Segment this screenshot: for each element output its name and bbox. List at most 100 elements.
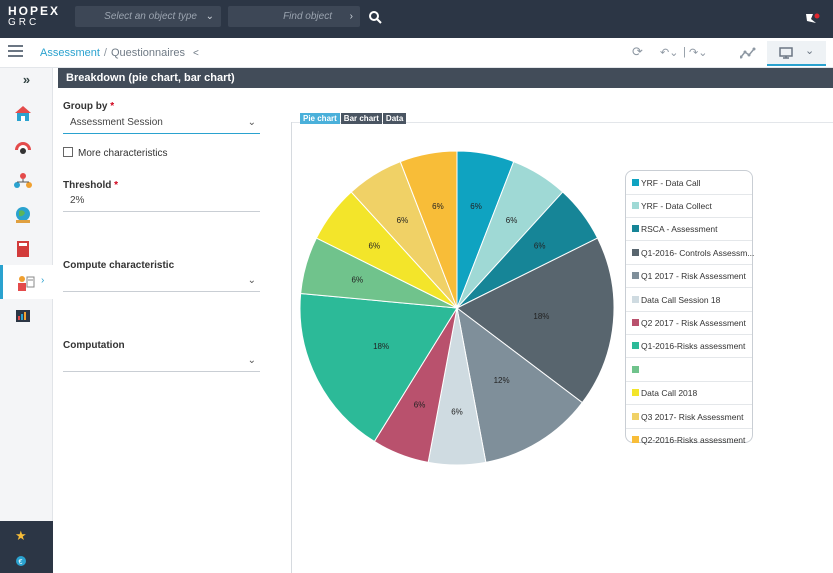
hamburger-menu-icon[interactable]: [8, 45, 23, 59]
computation-select[interactable]: ⌄: [63, 352, 260, 372]
compute-characteristic-select[interactable]: ⌄: [63, 272, 260, 292]
legend-label: RSCA - Assessment: [641, 224, 718, 235]
chart-tabs: Pie chart Bar chart Data: [300, 112, 407, 124]
navigation-rail: » ›: [0, 68, 53, 573]
navigation-bar: Assessment / Questionnaires < ⟳ ↶⌄ | ↷⌄ ⌄: [0, 38, 833, 68]
pie-slice-label: 12%: [494, 376, 510, 385]
legend-label: Data Call Session 18: [641, 294, 721, 305]
toolbar-divider: |: [683, 46, 686, 58]
tab-bar-chart[interactable]: Bar chart: [340, 113, 382, 124]
pie-slice[interactable]: [399, 150, 458, 309]
legend-swatch: [632, 435, 639, 443]
chevron-down-icon: ⌄: [247, 117, 256, 128]
pie-slice-label: 6%: [451, 408, 463, 417]
chevron-down-icon: ⌄: [247, 275, 256, 286]
more-characteristics-checkbox[interactable]: More characteristics: [63, 147, 167, 159]
pie-slice-label: 6%: [414, 401, 426, 410]
legend-swatch: [632, 342, 639, 350]
legend-item[interactable]: Q1-2016- Controls Assessm...: [626, 242, 755, 265]
legend-item[interactable]: Q2 2017 - Risk Assessment: [626, 312, 752, 335]
svg-text:€: €: [19, 559, 23, 566]
legend-item[interactable]: Data Call Session 18: [626, 289, 752, 312]
legend-label: Q1 2017 - Risk Assessment: [641, 271, 746, 282]
redo-icon[interactable]: ↷⌄: [689, 47, 708, 59]
pie-chart: 6% 6% 6% 18% 12% 6% 6% 18% 6% 6% 6% 6%: [299, 150, 615, 466]
legend-item[interactable]: [626, 359, 752, 382]
legend-item[interactable]: YRF - Data Call: [626, 172, 752, 195]
search-icon[interactable]: [368, 10, 382, 24]
display-mode-button[interactable]: ⌄: [767, 41, 826, 66]
legend-item[interactable]: Q1-2016-Risks assessment: [626, 335, 752, 359]
rail-item-organization[interactable]: [0, 163, 53, 197]
breadcrumb-assessment[interactable]: Assessment: [40, 47, 100, 59]
legend-swatch: [632, 295, 639, 303]
legend-swatch: [632, 318, 639, 326]
object-type-select[interactable]: Select an object type ⌄: [75, 6, 221, 27]
graph-icon[interactable]: [740, 47, 756, 59]
share-icon[interactable]: <: [192, 48, 199, 59]
pie-slice[interactable]: [456, 306, 583, 463]
tab-data[interactable]: Data: [382, 113, 407, 124]
tab-underline: [292, 122, 833, 123]
threshold-input[interactable]: 2%: [63, 192, 260, 212]
report-icon: [16, 310, 30, 322]
legend-swatch: [632, 248, 639, 256]
rail-item-risk[interactable]: [0, 129, 53, 163]
group-by-value: Assessment Session: [70, 117, 163, 128]
legend-item[interactable]: Q1 2017 - Risk Assessment: [626, 265, 752, 289]
chevron-down-icon: ⌄: [247, 355, 256, 366]
find-object-placeholder: Find object: [283, 11, 332, 22]
legend-item[interactable]: RSCA - Assessment: [626, 218, 752, 242]
pie-slice-label: 6%: [369, 242, 381, 251]
rail-item-assessment[interactable]: ›: [0, 265, 53, 299]
pie-slice-label: 18%: [533, 312, 549, 321]
legend-swatch: [632, 201, 639, 209]
legend-label: Q3 2017- Risk Assessment: [641, 411, 744, 422]
legend-label: Q1-2016- Controls Assessm...: [641, 247, 755, 258]
legend-item[interactable]: YRF - Data Collect: [626, 195, 752, 218]
legend-label: Data Call 2018: [641, 388, 698, 399]
euro-coin-icon[interactable]: €: [15, 555, 27, 567]
pie-slice[interactable]: [456, 237, 615, 404]
legend-swatch: [632, 272, 639, 280]
hopex-logo[interactable]: HOPEX GRC: [8, 4, 61, 28]
legend-label: Q2-2016-Risks assessment: [641, 434, 746, 445]
favorites-star-icon[interactable]: ★: [15, 528, 27, 543]
breadcrumb: Assessment / Questionnaires <: [40, 47, 199, 59]
find-object-input[interactable]: Find object ›: [228, 6, 360, 27]
group-by-select[interactable]: Assessment Session ⌄: [63, 114, 260, 134]
pie-slice-label: 6%: [352, 276, 364, 285]
legend-label: Q2 2017 - Risk Assessment: [641, 317, 746, 328]
rail-item-library[interactable]: [0, 231, 53, 265]
more-characteristics-label: More characteristics: [78, 148, 168, 159]
pie-slice-label: 18%: [373, 342, 389, 351]
panel-title: Breakdown (pie chart, bar chart): [58, 68, 833, 88]
threshold-label: Threshold *: [63, 180, 119, 191]
legend-swatch: [632, 389, 639, 397]
chevron-right-icon: ›: [41, 275, 45, 286]
legend-swatch: [632, 225, 639, 233]
chevron-down-icon: ⌄: [205, 11, 214, 22]
home-icon: [15, 106, 31, 121]
legend-swatch: [632, 178, 639, 186]
legend-item[interactable]: Data Call 2018: [626, 382, 752, 406]
rail-item-reports[interactable]: [0, 299, 53, 333]
expand-rail-icon[interactable]: »: [22, 72, 31, 87]
rail-item-globe[interactable]: [0, 197, 53, 231]
rail-footer: ★ €: [0, 521, 53, 573]
rail-item-home[interactable]: [0, 95, 53, 129]
org-chart-icon: [14, 173, 32, 188]
threshold-value: 2%: [70, 195, 85, 206]
pie-slice-label: 6%: [506, 216, 518, 225]
computation-label: Computation: [63, 340, 125, 351]
legend-item[interactable]: Q2-2016-Risks assessment: [626, 429, 752, 452]
pie-slice[interactable]: [299, 292, 458, 443]
monitor-icon: [779, 47, 793, 59]
undo-icon[interactable]: ↶⌄: [660, 47, 679, 59]
tab-pie-chart[interactable]: Pie chart: [300, 113, 340, 124]
refresh-icon[interactable]: ⟳: [632, 44, 643, 59]
chevron-down-icon: ⌄: [805, 45, 815, 57]
legend-item[interactable]: Q3 2017- Risk Assessment: [626, 406, 752, 429]
legend-swatch: [632, 412, 639, 420]
notification-icon[interactable]: [804, 11, 820, 25]
